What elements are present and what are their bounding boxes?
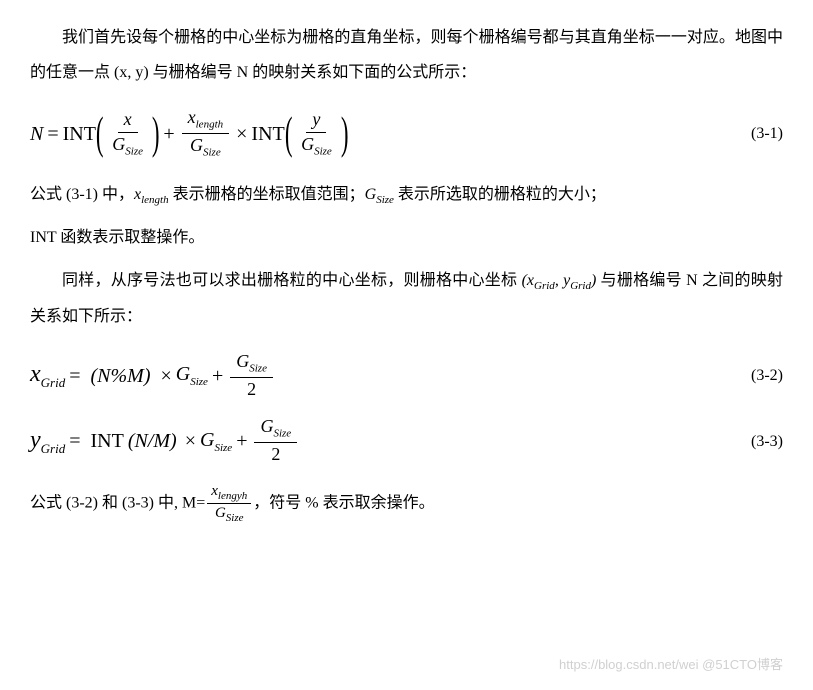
op-times-3: × <box>185 429 196 453</box>
op-plus-2: + <box>212 364 223 388</box>
eq1-int-2: INT <box>251 122 284 146</box>
para-intro-grid-center: 同样，从序号法也可以求出栅格粒的中心坐标，则栅格中心坐标 (xGrid, yGr… <box>30 263 783 334</box>
sym-M-frac: xlengyhGSize <box>207 483 251 524</box>
equation-3-2: xGrid = (N%M) × GSize + GSize 2 (3-2) <box>30 352 783 399</box>
op-plus: + <box>163 122 174 146</box>
para2-c: 表示所选取的栅格粒的大小； <box>394 186 606 203</box>
sym-grid-coords: (xGrid, yGrid) <box>522 272 597 289</box>
para4-a: 同样，从序号法也可以求出栅格粒的中心坐标，则栅格中心坐标 <box>62 272 522 289</box>
eq1-frac-2: xlength GSize <box>182 108 230 158</box>
paren-open-2: ( <box>285 115 293 152</box>
eq2-frac: GSize 2 <box>230 352 273 399</box>
paren-close-2: ) <box>341 115 349 152</box>
eq2-gsize: GSize <box>176 362 208 389</box>
eq3-int: INT <box>91 429 124 453</box>
equation-3-2-body: xGrid = (N%M) × GSize + GSize 2 <box>30 352 276 399</box>
eq-equals: = <box>47 122 58 146</box>
eq3-frac: GSize 2 <box>254 417 297 464</box>
para2-b: 表示栅格的坐标取值范围； <box>169 186 365 203</box>
eq1-int-1: INT <box>63 122 96 146</box>
eq3-lhs: yGrid <box>30 426 65 456</box>
eq2-nm: (N%M) <box>91 364 151 388</box>
equation-3-3-body: yGrid = INT (N/M) × GSize + GSize 2 <box>30 417 300 464</box>
eq3-nm: (N/M) <box>128 429 177 453</box>
eq2-lhs: xGrid <box>30 360 65 390</box>
paren-close: ) <box>152 115 160 152</box>
eq3-gsize: GSize <box>200 428 232 455</box>
eq1-frac-1: x GSize <box>106 110 149 157</box>
eq-equals-3: = <box>69 429 80 453</box>
eq2-number: (3-2) <box>751 366 783 385</box>
equation-3-1-body: N = INT ( x GSize ) + xlength GSize × IN… <box>30 108 348 158</box>
eq1-lhs: N <box>30 122 43 146</box>
equation-3-1: N = INT ( x GSize ) + xlength GSize × IN… <box>30 108 783 158</box>
para-explain-3-2-3-3: 公式 (3-2) 和 (3-3) 中, M=xlengyhGSize，符号 % … <box>30 483 783 524</box>
para5-b: ，符号 % 表示取余操作。 <box>253 494 434 511</box>
watermark: https://blog.csdn.net/wei @51CTO博客 <box>559 651 783 680</box>
eq1-frac-3: y GSize <box>295 110 338 157</box>
para-int-explain: INT 函数表示取整操作。 <box>30 220 783 255</box>
para-explain-3-1: 公式 (3-1) 中，xlength 表示栅格的坐标取值范围；GSize 表示所… <box>30 177 783 212</box>
eq1-number: (3-1) <box>751 124 783 143</box>
para2-a: 公式 (3-1) 中， <box>30 186 134 203</box>
sym-xlength: xlength <box>134 186 169 203</box>
equation-3-3: yGrid = INT (N/M) × GSize + GSize 2 (3-3… <box>30 417 783 464</box>
op-times-2: × <box>160 364 171 388</box>
op-times: × <box>236 122 247 146</box>
para5-a: 公式 (3-2) 和 (3-3) 中, M= <box>30 494 205 511</box>
sym-gsize: GSize <box>365 186 394 203</box>
eq3-number: (3-3) <box>751 432 783 451</box>
para-intro-1: 我们首先设每个栅格的中心坐标为栅格的直角坐标，则每个栅格编号都与其直角坐标一一对… <box>30 20 783 90</box>
paren-open: ( <box>96 115 104 152</box>
op-plus-3: + <box>236 429 247 453</box>
eq-equals-2: = <box>69 364 80 388</box>
